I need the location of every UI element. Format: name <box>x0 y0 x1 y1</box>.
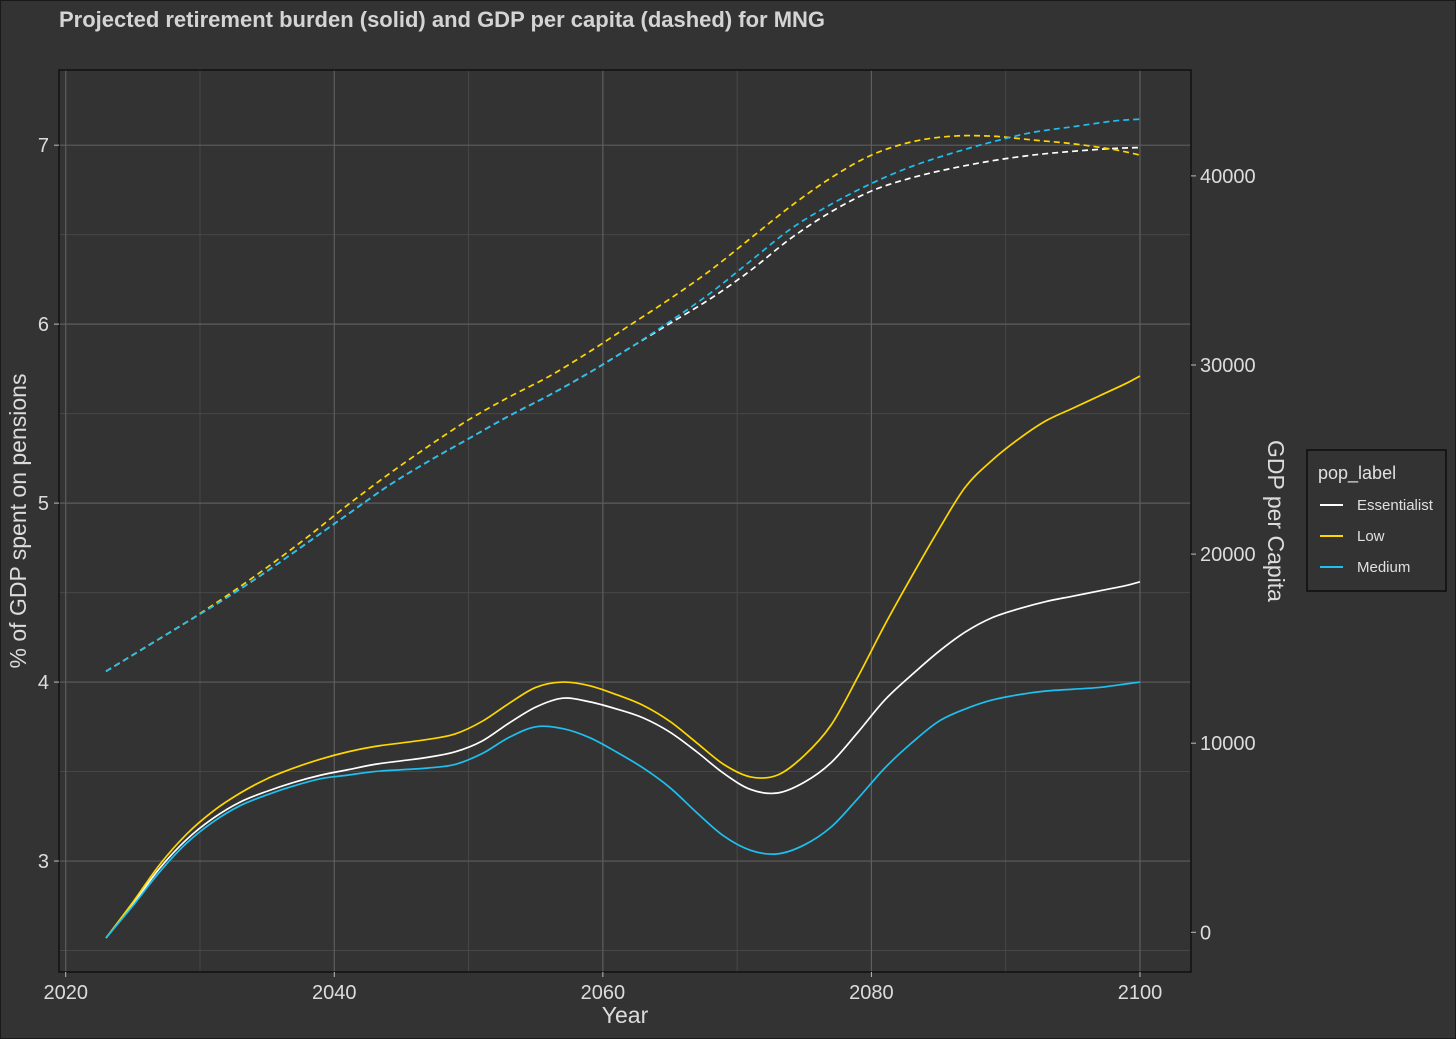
y2-tick-label-30000: 30000 <box>1200 355 1256 377</box>
plot-panel-border <box>58 69 1192 973</box>
x-tick-label-2020: 2020 <box>43 982 88 1004</box>
y2-axis-ticks: 0 10000 20000 30000 40000 <box>1191 166 1256 944</box>
x-tick-label-2080: 2080 <box>849 982 894 1004</box>
legend-title: pop_label <box>1318 463 1396 484</box>
x-axis-ticks: 2020 2040 2060 2080 2100 <box>43 972 1162 1004</box>
y-tick-label-4: 4 <box>38 672 49 694</box>
legend: pop_label Essentialist Low Medium <box>1306 449 1447 592</box>
y-tick-label-6: 6 <box>38 314 49 336</box>
x-tick-label-2040: 2040 <box>312 982 357 1004</box>
x-axis-title: Year <box>602 1002 649 1028</box>
y2-tick-label-20000: 20000 <box>1200 544 1256 566</box>
grid-major <box>59 70 1191 972</box>
series-line-medium-pension-burden <box>105 681 1141 939</box>
y2-tick-label-40000: 40000 <box>1200 166 1256 188</box>
y-axis-title: % of GDP spent on pensions <box>5 374 31 669</box>
y-axis-ticks: 3 4 5 6 7 <box>38 135 59 873</box>
y-tick-label-3: 3 <box>38 851 49 873</box>
legend-entries: Essentialist Low Medium <box>1320 497 1434 576</box>
legend-label-low: Low <box>1357 528 1385 545</box>
series-layer <box>105 118 1141 939</box>
y2-axis-title: GDP per Capita <box>1263 440 1289 602</box>
x-tick-label-2060: 2060 <box>581 982 626 1004</box>
y2-tick-label-0: 0 <box>1200 922 1211 944</box>
series-line-essentialist-pension-burden <box>105 581 1141 939</box>
series-line-low-pension-burden <box>105 375 1141 939</box>
x-tick-label-2100: 2100 <box>1118 982 1163 1004</box>
legend-label-medium: Medium <box>1357 559 1410 576</box>
y-tick-label-5: 5 <box>38 493 49 515</box>
y2-tick-label-10000: 10000 <box>1200 733 1256 755</box>
y-tick-label-7: 7 <box>38 135 49 157</box>
series-line-medium-gdp-per-capita <box>105 118 1141 673</box>
legend-label-essentialist: Essentialist <box>1357 497 1434 514</box>
chart-title: Projected retirement burden (solid) and … <box>59 7 825 32</box>
